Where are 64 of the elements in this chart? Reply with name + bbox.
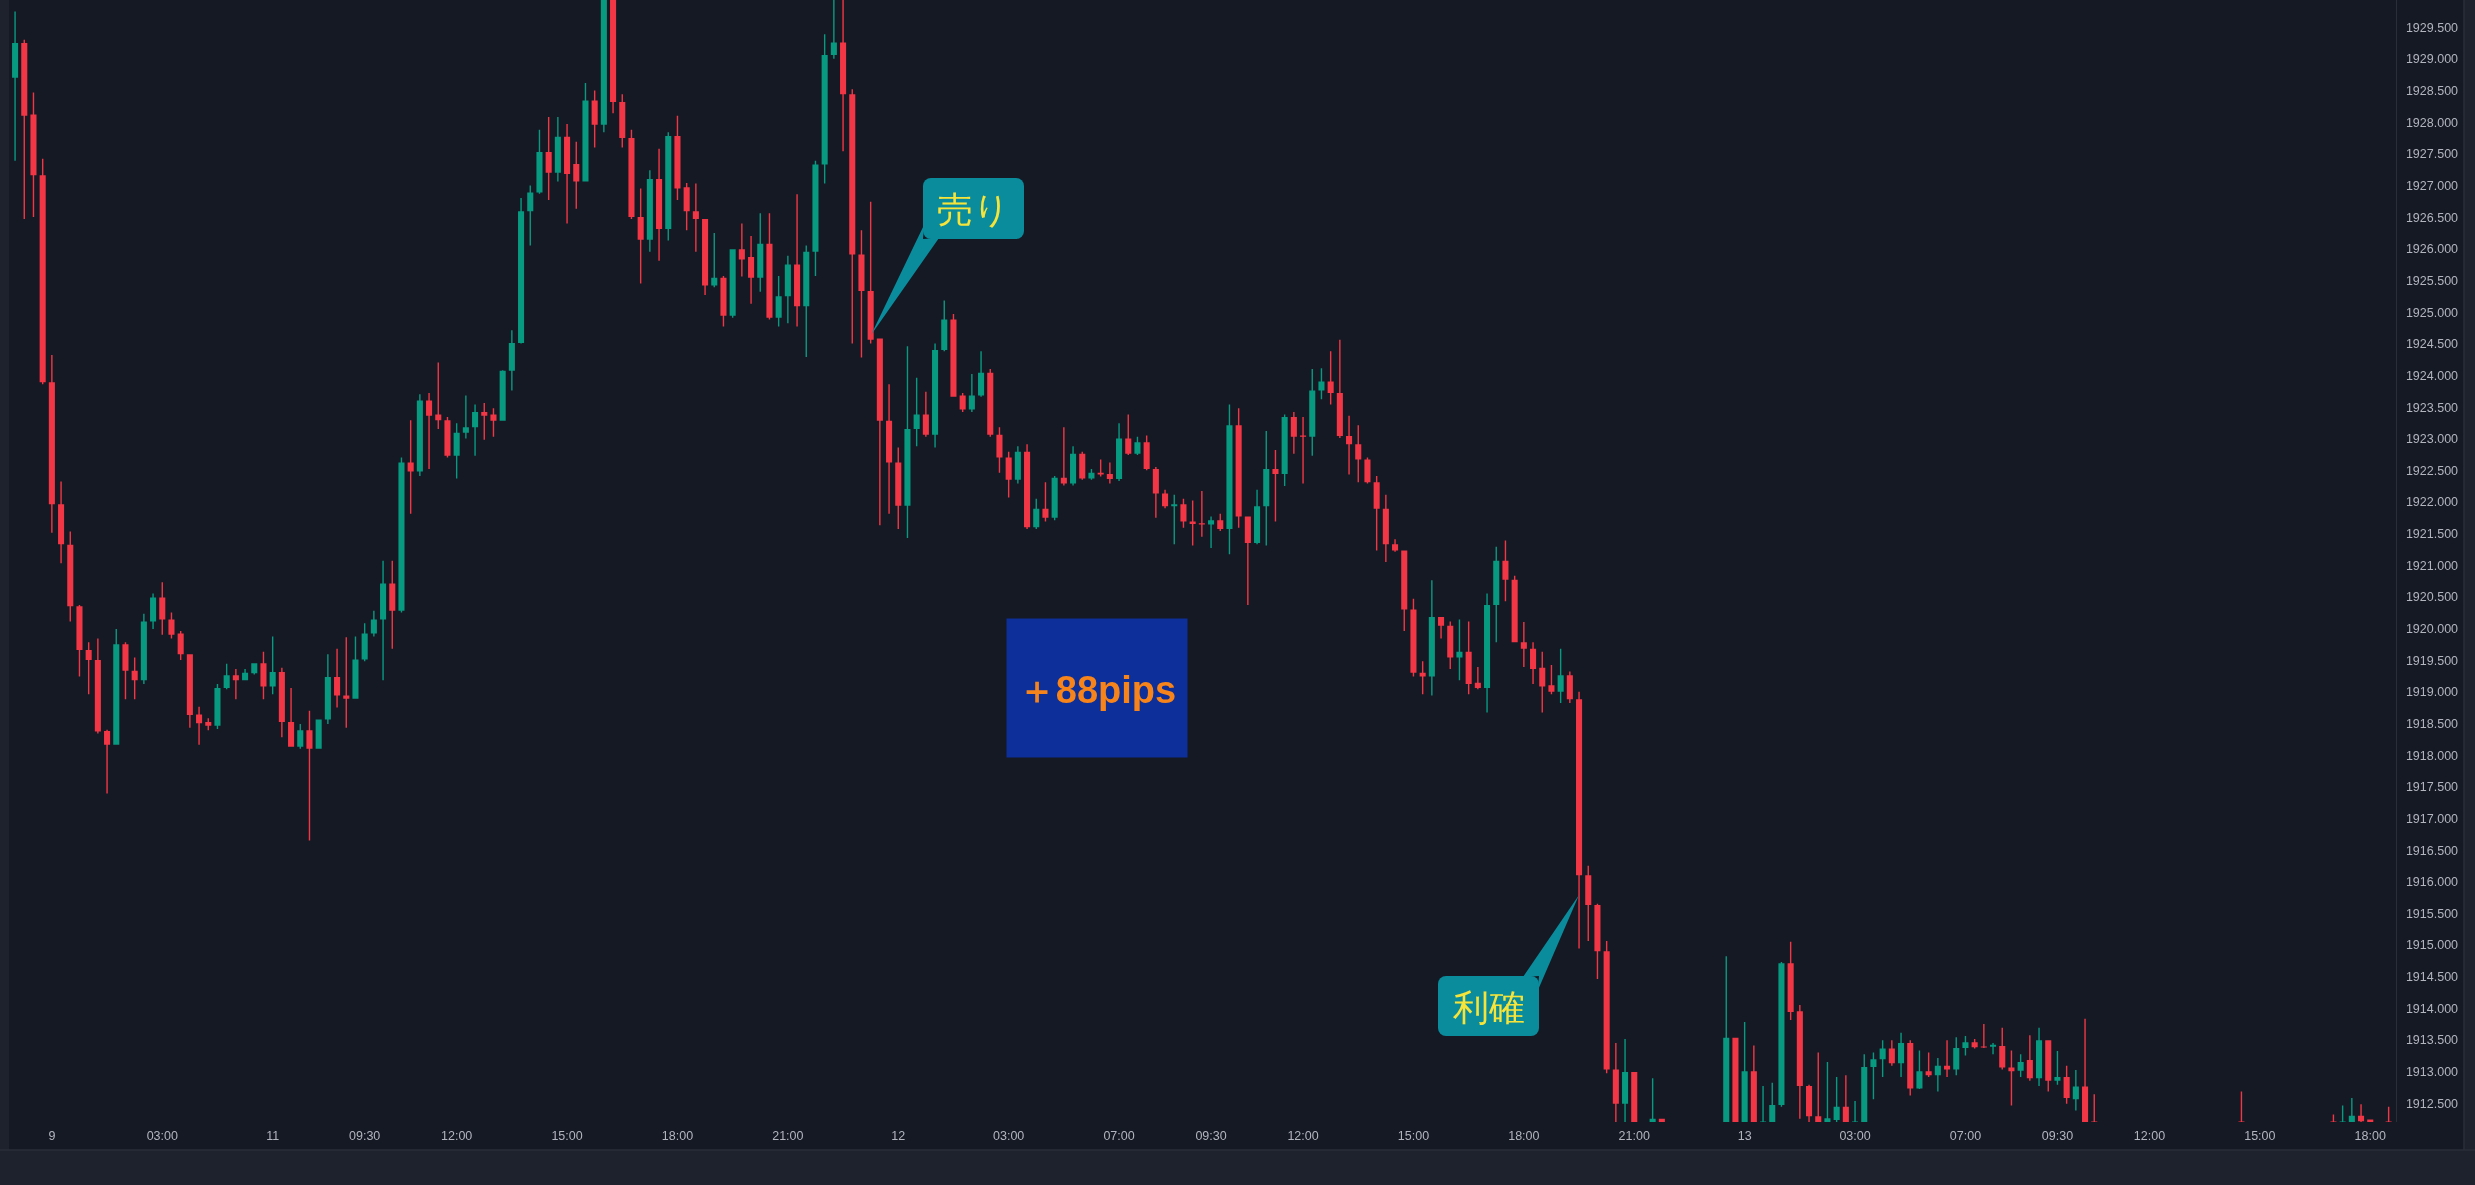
y-tick-label: 1915.500 xyxy=(2405,906,2459,921)
annotation: ＋88pips xyxy=(1017,669,1177,711)
y-tick-label: 1918.000 xyxy=(2405,748,2459,763)
y-tick-label: 1914.000 xyxy=(2405,1001,2459,1016)
x-tick-label: 09:30 xyxy=(2041,1129,2074,1143)
y-tick-label: 1919.000 xyxy=(2405,685,2459,700)
y-tick-label: 1929.000 xyxy=(2405,52,2459,67)
y-tick-label: 1919.500 xyxy=(2405,653,2459,668)
x-tick-label: 12:00 xyxy=(441,1129,473,1143)
x-tick-label: 18:00 xyxy=(2354,1129,2386,1143)
x-tick-label: 18:00 xyxy=(1508,1129,1540,1143)
x-tick-label: 12:00 xyxy=(2133,1129,2166,1143)
x-tick-label: 12 xyxy=(891,1129,906,1143)
y-tick-label: 1926.500 xyxy=(2405,210,2459,225)
x-tick-label: 15:00 xyxy=(1397,1129,1430,1143)
y-tick-label: 1913.500 xyxy=(2405,1033,2459,1048)
y-tick-label: 1929.500 xyxy=(2405,20,2459,35)
y-tick-label: 1924.000 xyxy=(2405,368,2459,383)
x-tick-label: 11 xyxy=(266,1129,280,1143)
y-tick-label: 1922.500 xyxy=(2405,463,2459,478)
y-tick-label: 1922.000 xyxy=(2405,495,2459,510)
y-tick-label: 1914.500 xyxy=(2405,970,2459,985)
y-tick-label: 1928.500 xyxy=(2405,84,2459,99)
y-tick-label: 1925.000 xyxy=(2405,305,2459,320)
y-tick-label: 1923.000 xyxy=(2405,432,2459,447)
annotation: 売り xyxy=(937,189,1010,230)
y-tick-label: 1920.500 xyxy=(2405,590,2459,605)
y-tick-label: 1917.000 xyxy=(2405,811,2459,826)
y-tick-label: 1912.500 xyxy=(2405,1096,2459,1111)
x-tick-label: 09:30 xyxy=(1195,1129,1227,1143)
y-tick-label: 1915.000 xyxy=(2405,938,2459,953)
x-tick-label: 13 xyxy=(1737,1129,1752,1143)
x-tick-label: 15:00 xyxy=(551,1129,583,1143)
x-tick-label: 12:00 xyxy=(1287,1129,1319,1143)
y-tick-label: 1924.500 xyxy=(2405,337,2459,352)
x-tick-label: 21:00 xyxy=(772,1129,804,1143)
y-tick-label: 1923.500 xyxy=(2405,400,2459,415)
x-tick-label: 9 xyxy=(48,1129,56,1143)
x-tick-label: 03:00 xyxy=(1839,1129,1871,1143)
y-tick-label: 1928.000 xyxy=(2405,115,2459,130)
x-tick-label: 09:30 xyxy=(349,1129,381,1143)
note-box: ＋88pips xyxy=(1006,618,1188,758)
y-tick-label: 1916.000 xyxy=(2405,875,2459,890)
y-tick-label: 1913.000 xyxy=(2405,1065,2459,1080)
y-tick-label: 1926.000 xyxy=(2405,242,2459,257)
y-tick-label: 1920.000 xyxy=(2405,622,2459,637)
y-tick-label: 1925.500 xyxy=(2405,273,2459,288)
y-tick-label: 1916.500 xyxy=(2405,843,2459,858)
x-tick-label: 07:00 xyxy=(1949,1129,1982,1143)
x-tick-label: 07:00 xyxy=(1103,1129,1135,1143)
y-tick-label: 1917.500 xyxy=(2405,780,2459,795)
x-tick-label: 21:00 xyxy=(1618,1129,1650,1143)
callout: 売り xyxy=(871,178,1024,335)
y-tick-label: 1918.500 xyxy=(2405,716,2459,731)
y-tick-label: 1927.500 xyxy=(2405,147,2459,162)
x-tick-label: 15:00 xyxy=(2244,1129,2276,1143)
y-tick-label: 1921.500 xyxy=(2405,527,2459,542)
x-tick-label: 18:00 xyxy=(661,1129,694,1143)
annotation: 利確 xyxy=(1452,986,1525,1028)
x-tick-label: 03:00 xyxy=(993,1129,1025,1143)
x-tick-label: 03:00 xyxy=(146,1129,178,1143)
y-tick-label: 1921.000 xyxy=(2405,558,2459,573)
callout: 利確 xyxy=(1438,895,1579,1036)
y-tick-label: 1927.000 xyxy=(2405,179,2459,194)
